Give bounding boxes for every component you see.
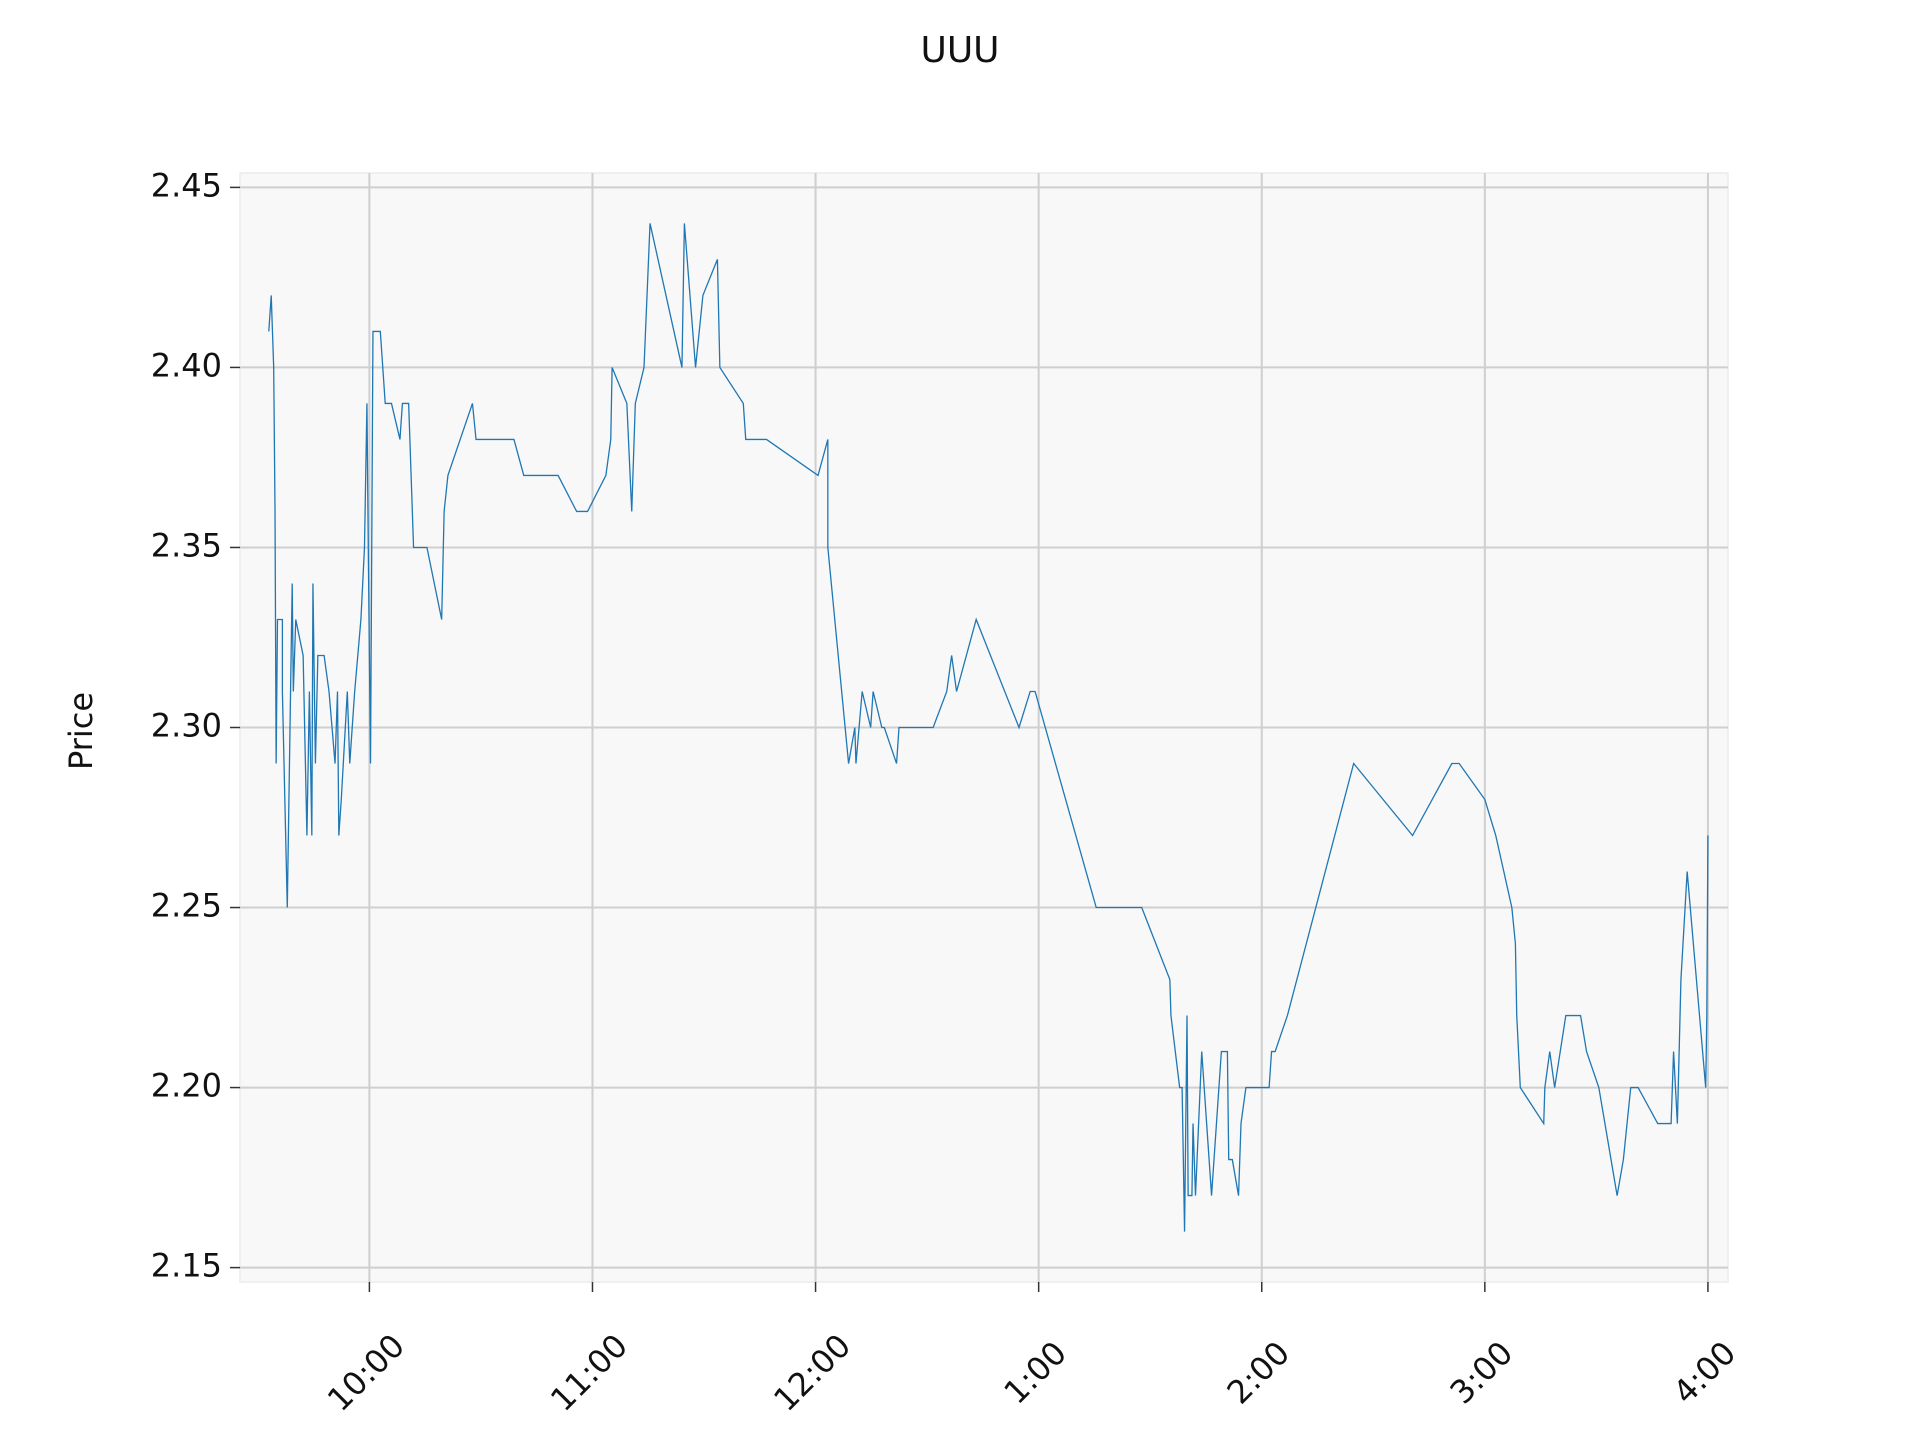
x-tick-label: 11:00 — [543, 1327, 635, 1419]
x-tick-label: 12:00 — [766, 1327, 858, 1419]
y-tick-label: 2.30 — [151, 707, 222, 745]
y-tick-label: 2.15 — [151, 1247, 222, 1285]
y-tick-label: 2.35 — [151, 526, 222, 564]
x-tick-label: 2:00 — [1219, 1334, 1297, 1412]
x-tick-label: 10:00 — [320, 1327, 412, 1419]
y-tick-label: 2.25 — [151, 887, 222, 925]
y-tick-label: 2.45 — [151, 166, 222, 204]
y-tick-label: 2.40 — [151, 346, 222, 384]
price-line — [268, 223, 1709, 1232]
x-tick-label: 4:00 — [1666, 1334, 1744, 1412]
y-tick-label: 2.20 — [151, 1067, 222, 1105]
x-tick-label: 3:00 — [1443, 1334, 1521, 1412]
x-tick-label: 1:00 — [996, 1334, 1074, 1412]
y-axis-label: Price — [62, 692, 100, 770]
chart-title: UUU — [920, 30, 999, 71]
